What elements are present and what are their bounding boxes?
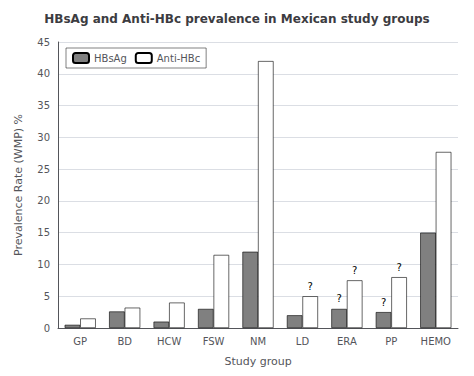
svg-text:Prevalence Rate (WMP) %: Prevalence Rate (WMP) % bbox=[12, 114, 25, 256]
svg-text:PP: PP bbox=[385, 336, 397, 347]
svg-text:40: 40 bbox=[37, 68, 50, 79]
svg-text:HEMO: HEMO bbox=[421, 336, 451, 347]
svg-text:NM: NM bbox=[250, 336, 266, 347]
svg-text:10: 10 bbox=[37, 259, 50, 270]
svg-text:35: 35 bbox=[37, 100, 50, 111]
svg-text:GP: GP bbox=[73, 336, 87, 347]
svg-text:HCW: HCW bbox=[157, 336, 182, 347]
svg-text:45: 45 bbox=[37, 37, 50, 48]
svg-text:25: 25 bbox=[37, 164, 50, 175]
svg-text:20: 20 bbox=[37, 195, 50, 206]
svg-text:0: 0 bbox=[44, 323, 50, 334]
svg-text:ERA: ERA bbox=[337, 336, 357, 347]
svg-text:HBsAg and Anti-HBc prevalence: HBsAg and Anti-HBc prevalence in Mexican… bbox=[44, 12, 429, 26]
svg-text:Anti-HBc: Anti-HBc bbox=[157, 53, 200, 64]
svg-text:?: ? bbox=[336, 293, 341, 304]
svg-text:?: ? bbox=[352, 265, 357, 276]
svg-text:FSW: FSW bbox=[203, 336, 225, 347]
svg-text:?: ? bbox=[381, 297, 386, 308]
svg-text:?: ? bbox=[396, 262, 401, 273]
svg-text:BD: BD bbox=[117, 336, 132, 347]
svg-text:30: 30 bbox=[37, 132, 50, 143]
svg-text:Study group: Study group bbox=[224, 355, 291, 368]
svg-text:HBsAg: HBsAg bbox=[94, 53, 127, 64]
svg-text:LD: LD bbox=[296, 336, 310, 347]
svg-text:?: ? bbox=[308, 281, 313, 292]
svg-text:15: 15 bbox=[37, 227, 50, 238]
svg-text:5: 5 bbox=[44, 291, 50, 302]
